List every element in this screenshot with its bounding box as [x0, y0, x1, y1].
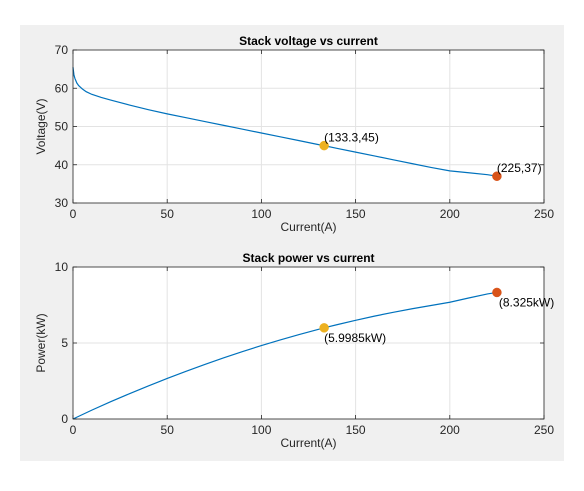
x-tick-label: 50	[161, 423, 175, 437]
y-tick-label: 40	[55, 158, 69, 172]
y-tick-label: 30	[55, 196, 69, 210]
y-axis-label: Voltage(V)	[34, 98, 48, 154]
y-axis-label: Power(kW)	[34, 313, 48, 372]
series-line	[72, 67, 497, 177]
data-point-marker	[319, 323, 329, 333]
chart-2: 0 50 100 150 200 250 0 5 10 Stack power vs curren…	[34, 251, 554, 450]
data-point-label: (133.3,45)	[324, 131, 379, 145]
x-tick-label: 100	[251, 207, 271, 221]
data-point-label: (8.325kW)	[499, 295, 554, 309]
x-axis-label: Current(A)	[280, 220, 336, 234]
data-point-label: (225,37)	[497, 161, 542, 175]
x-axis-label: Current(A)	[280, 436, 336, 450]
y-tick-label: 0	[61, 412, 68, 426]
chart-1: 0 50 100 150 200 250 30 40 50 60 70 Stack voltage v…	[34, 34, 554, 234]
y-tick-label: 60	[55, 81, 69, 95]
series-line	[72, 291, 497, 420]
y-tick-label: 10	[55, 260, 69, 274]
y-tick-label: 5	[61, 336, 68, 350]
x-tick-label: 50	[161, 207, 175, 221]
data-point-marker	[492, 287, 502, 298]
x-tick-label: 150	[346, 207, 366, 221]
chart-title: Stack voltage vs current	[239, 34, 378, 48]
data-point-label: (5.9985kW)	[324, 331, 386, 345]
x-tick-label: 250	[534, 423, 554, 437]
x-tick-label: 0	[70, 423, 77, 437]
x-tick-label: 200	[440, 207, 460, 221]
data-point-marker	[492, 171, 502, 181]
data-point-marker	[319, 140, 329, 151]
chart-title: Stack power vs current	[242, 251, 374, 265]
y-tick-label: 70	[55, 43, 69, 57]
x-tick-label: 100	[251, 423, 271, 437]
x-tick-label: 0	[70, 207, 77, 221]
y-tick-label: 50	[55, 120, 69, 134]
x-tick-label: 200	[440, 423, 460, 437]
x-tick-label: 250	[534, 207, 554, 221]
x-tick-label: 150	[346, 423, 366, 437]
